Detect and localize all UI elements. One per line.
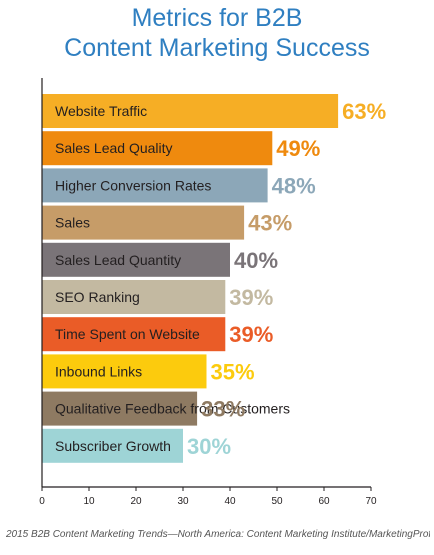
bar-label-4: Sales Lead Quantity bbox=[55, 252, 181, 268]
bar-label-1: Sales Lead Quality bbox=[55, 140, 173, 156]
value-label-7: 35% bbox=[211, 359, 255, 384]
value-label-5: 39% bbox=[229, 285, 273, 310]
bar-3 bbox=[42, 205, 245, 240]
chart-title-line-1: Metrics for B2B bbox=[131, 4, 303, 32]
x-tick-label-3: 30 bbox=[177, 496, 189, 507]
x-tick-label-7: 70 bbox=[365, 496, 377, 507]
source-note: 2015 B2B Content Marketing Trends—North … bbox=[6, 529, 430, 540]
value-label-9: 30% bbox=[187, 434, 231, 459]
bar-label-2: Higher Conversion Rates bbox=[55, 177, 211, 193]
x-tick-label-1: 10 bbox=[83, 496, 95, 507]
value-label-2: 48% bbox=[272, 173, 316, 198]
x-tick-label-2: 20 bbox=[130, 496, 142, 507]
value-label-1: 49% bbox=[276, 136, 320, 161]
value-label-3: 43% bbox=[248, 211, 292, 236]
value-label-8: 33% bbox=[201, 397, 245, 422]
bar-6 bbox=[42, 317, 226, 352]
bar-5 bbox=[42, 280, 226, 314]
bar-8 bbox=[42, 391, 198, 426]
bar-9 bbox=[42, 428, 183, 463]
bar-4 bbox=[42, 242, 230, 277]
bar-label-7: Inbound Links bbox=[55, 363, 142, 379]
x-tick-label-4: 40 bbox=[224, 496, 236, 507]
value-label-6: 39% bbox=[229, 322, 273, 347]
value-label-0: 63% bbox=[342, 99, 386, 124]
chart-title-line-2: Content Marketing Success bbox=[64, 34, 370, 62]
bar-label-0: Website Traffic bbox=[55, 103, 147, 119]
bar-label-9: Subscriber Growth bbox=[55, 438, 171, 454]
bar-1 bbox=[42, 131, 273, 166]
x-tick-label-6: 60 bbox=[318, 496, 330, 507]
bar-7 bbox=[42, 354, 207, 389]
x-tick-label-5: 50 bbox=[271, 496, 283, 507]
bar-label-8: Qualitative Feedback from Customers bbox=[55, 401, 290, 417]
bar-label-6: Time Spent on Website bbox=[55, 326, 200, 342]
value-label-4: 40% bbox=[234, 248, 278, 273]
bar-0 bbox=[42, 94, 339, 128]
x-tick-label-0: 0 bbox=[39, 496, 45, 507]
bar-2 bbox=[42, 168, 268, 203]
bar-label-5: SEO Ranking bbox=[55, 289, 140, 305]
bar-label-3: Sales bbox=[55, 215, 90, 231]
